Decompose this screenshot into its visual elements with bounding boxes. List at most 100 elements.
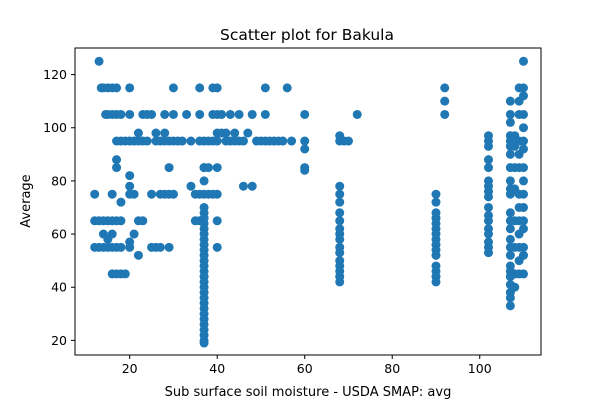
data-point — [440, 109, 450, 119]
data-point — [483, 192, 493, 202]
x-tick-label: 100 — [468, 361, 492, 376]
data-point — [217, 109, 227, 119]
data-point — [483, 229, 493, 239]
data-point — [164, 163, 174, 173]
data-point — [505, 109, 515, 119]
y-tick-label: 20 — [51, 333, 67, 348]
data-point — [125, 109, 135, 119]
data-point — [483, 216, 493, 226]
x-axis-ticks: 20 40 60 80 100 — [122, 355, 492, 376]
data-point — [116, 216, 126, 226]
data-point — [133, 128, 143, 138]
data-point — [234, 109, 244, 119]
data-point — [168, 189, 178, 199]
data-point — [518, 250, 528, 260]
data-point — [510, 282, 520, 292]
data-point — [199, 338, 209, 348]
y-tick-label: 100 — [43, 120, 67, 135]
data-point — [518, 56, 528, 66]
data-point — [518, 216, 528, 226]
chart-title: Scatter plot for Bakula — [220, 26, 394, 44]
data-point — [483, 155, 493, 165]
x-axis-label: Sub surface soil moisture - USDA SMAP: a… — [165, 385, 452, 400]
data-point — [431, 197, 441, 207]
data-point — [203, 163, 213, 173]
data-point — [260, 83, 270, 93]
data-point — [160, 109, 170, 119]
data-point — [112, 163, 122, 173]
data-point — [116, 197, 126, 207]
data-point — [505, 117, 515, 127]
data-point — [112, 136, 122, 146]
data-point — [168, 109, 178, 119]
data-point — [335, 181, 345, 191]
data-point — [518, 109, 528, 119]
data-point — [238, 181, 248, 191]
data-point — [483, 202, 493, 212]
data-point — [518, 189, 528, 199]
data-point — [505, 293, 515, 303]
data-point — [518, 176, 528, 186]
data-point — [112, 155, 122, 165]
data-point — [287, 136, 297, 146]
data-point — [90, 189, 100, 199]
plot-frame — [74, 47, 542, 356]
x-tick-label: 20 — [122, 361, 138, 376]
data-point — [335, 208, 345, 218]
data-point — [182, 109, 192, 119]
data-point — [147, 189, 157, 199]
data-point — [505, 176, 515, 186]
y-tick-label: 40 — [51, 280, 67, 295]
data-point — [116, 109, 126, 119]
data-point — [129, 189, 139, 199]
data-point — [160, 128, 170, 138]
data-point — [518, 144, 528, 154]
y-axis-label: Average — [19, 174, 34, 227]
data-point — [440, 83, 450, 93]
data-point — [518, 83, 528, 93]
data-point — [107, 189, 117, 199]
y-axis-ticks: 20 40 60 80 100 120 — [43, 67, 75, 348]
data-point — [247, 109, 257, 119]
data-point — [107, 229, 117, 239]
y-tick-label: 120 — [43, 67, 67, 82]
data-point — [247, 181, 257, 191]
data-point — [431, 277, 441, 287]
data-point — [151, 128, 161, 138]
data-point — [238, 136, 248, 146]
data-point — [103, 216, 113, 226]
data-point — [125, 181, 135, 191]
data-point — [138, 216, 148, 226]
data-point — [505, 96, 515, 106]
data-point — [112, 83, 122, 93]
x-tick-label: 40 — [209, 361, 225, 376]
data-point — [125, 171, 135, 181]
data-point — [483, 248, 493, 258]
data-point — [505, 224, 515, 234]
data-point — [195, 83, 205, 93]
data-point — [212, 163, 222, 173]
data-point — [212, 136, 222, 146]
data-point — [199, 176, 209, 186]
x-tick-label: 80 — [384, 361, 400, 376]
data-point — [300, 136, 310, 146]
data-point — [505, 301, 515, 311]
data-point — [186, 136, 196, 146]
data-point — [440, 96, 450, 106]
data-point — [335, 234, 345, 244]
data-point — [518, 269, 528, 279]
data-point — [125, 242, 135, 252]
data-point — [518, 123, 528, 133]
data-point — [243, 128, 253, 138]
data-point — [518, 91, 528, 101]
data-point — [300, 165, 310, 175]
data-point — [335, 248, 345, 258]
data-point — [335, 197, 345, 207]
y-tick-label: 80 — [51, 173, 67, 188]
data-point — [431, 250, 441, 260]
data-point — [147, 109, 157, 119]
data-point — [94, 56, 104, 66]
data-point — [278, 136, 288, 146]
data-point — [335, 189, 345, 199]
